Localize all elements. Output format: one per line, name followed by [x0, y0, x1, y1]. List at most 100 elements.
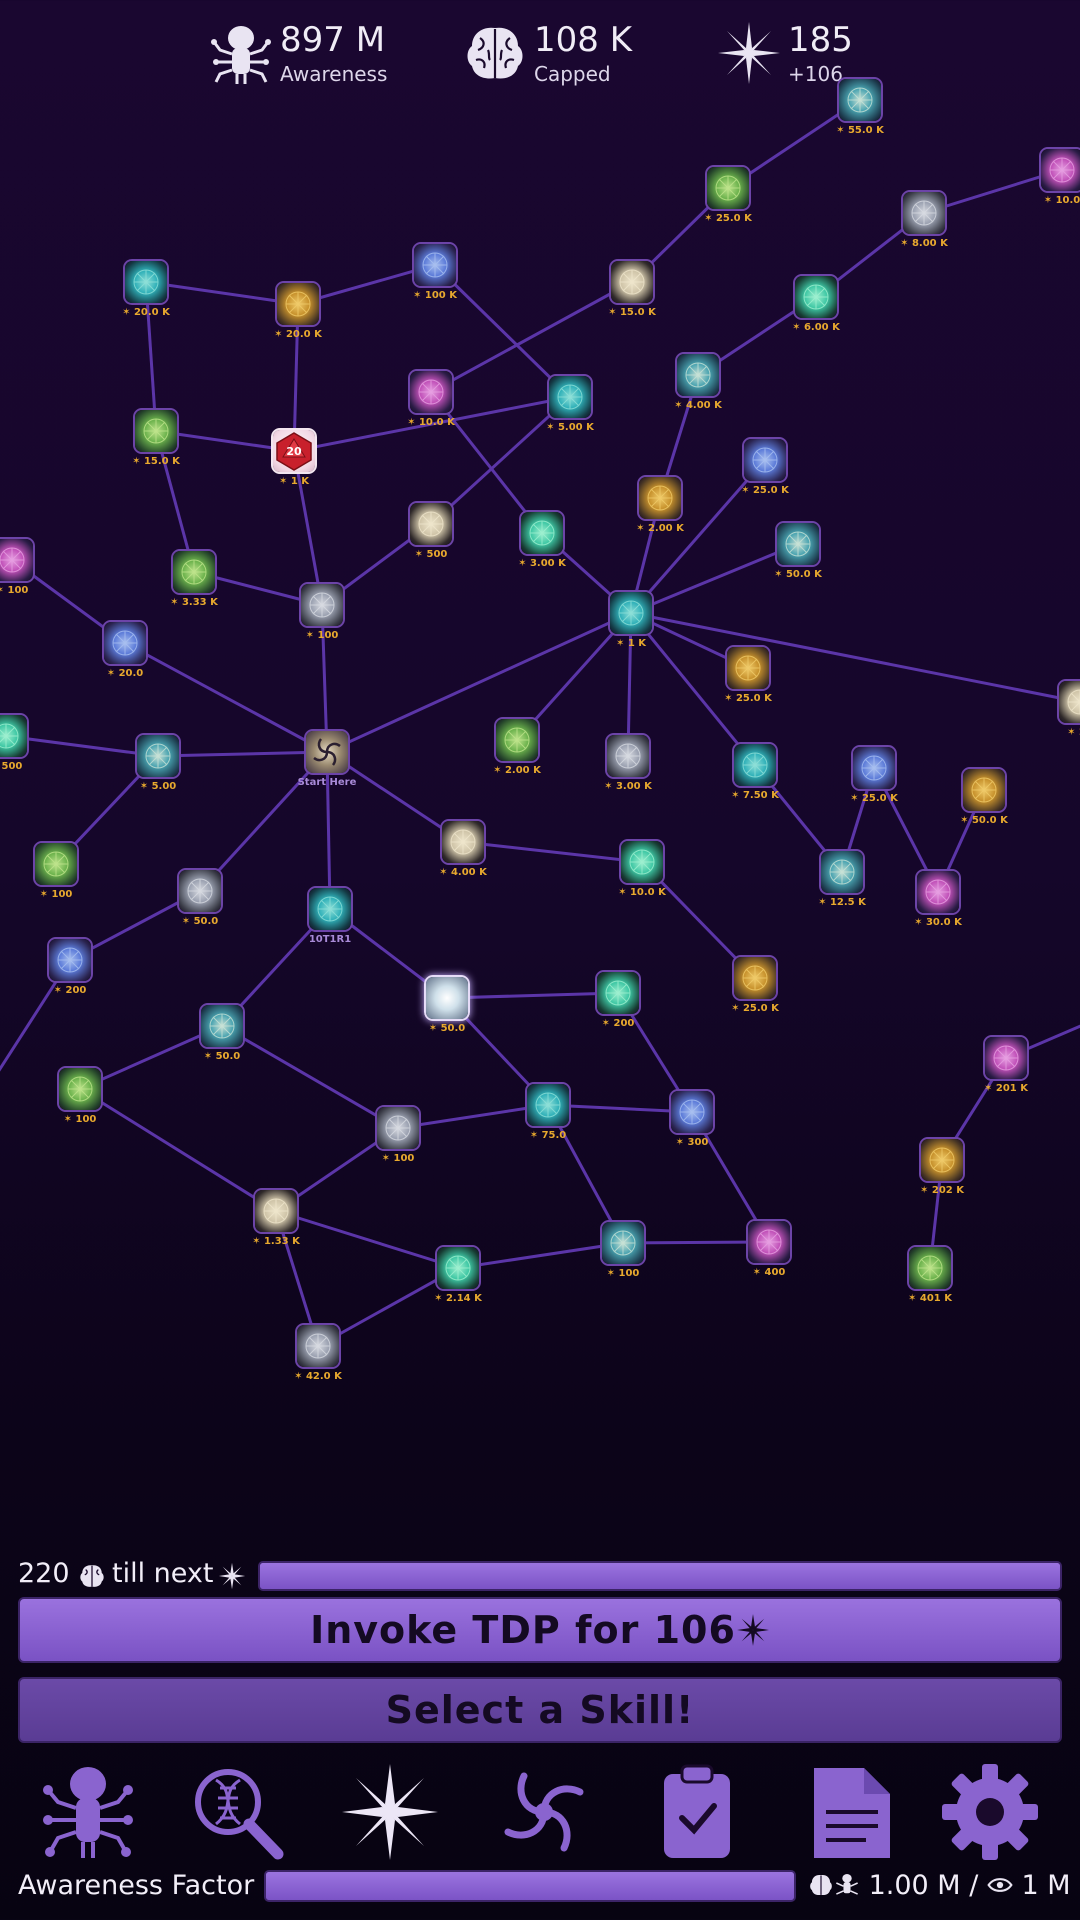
- skill-node[interactable]: [915, 869, 961, 915]
- skill-node[interactable]: [0, 537, 35, 583]
- starburst-icon: [218, 1562, 246, 1590]
- skill-node[interactable]: [793, 274, 839, 320]
- skill-node[interactable]: [412, 242, 458, 288]
- skill-node[interactable]: [619, 839, 665, 885]
- skill-node[interactable]: [746, 1219, 792, 1265]
- skill-node[interactable]: [375, 1105, 421, 1151]
- skill-node[interactable]: [199, 1003, 245, 1049]
- skill-art-icon: [385, 1115, 411, 1141]
- skill-art-icon: [145, 743, 171, 769]
- invoke-tdp-button[interactable]: Invoke TDP for 106: [18, 1597, 1062, 1663]
- skill-node[interactable]: [901, 190, 947, 236]
- skill-art-icon: [756, 1229, 782, 1255]
- skill-link: [446, 991, 619, 1000]
- skill-cost-label: ✶ 25.0 K: [741, 485, 789, 496]
- skill-cost-label: ✶ 500: [0, 761, 23, 772]
- skill-art-icon: [803, 284, 829, 310]
- skill-node[interactable]: [725, 645, 771, 691]
- skill-node[interactable]: [102, 620, 148, 666]
- skill-node[interactable]: [732, 955, 778, 1001]
- skill-node[interactable]: [669, 1089, 715, 1135]
- skill-node[interactable]: [609, 259, 655, 305]
- skill-node[interactable]: [705, 165, 751, 211]
- skill-node[interactable]: [299, 582, 345, 628]
- skill-node[interactable]: [304, 729, 350, 775]
- skill-node[interactable]: [775, 521, 821, 567]
- skill-art-icon: [742, 752, 768, 778]
- skill-art-icon: [0, 723, 19, 749]
- skill-node[interactable]: [47, 937, 93, 983]
- skill-cost-label: ✶ 3.00 K: [518, 558, 566, 569]
- skill-node[interactable]: [435, 1245, 481, 1291]
- skill-node[interactable]: [307, 886, 353, 932]
- skill-node[interactable]: [547, 374, 593, 420]
- clipboard-nav-icon[interactable]: [648, 1762, 748, 1862]
- skill-link: [457, 1241, 624, 1270]
- document-nav-icon[interactable]: [800, 1762, 900, 1862]
- skill-node[interactable]: [408, 501, 454, 547]
- skill-cost-label: ✶ 25.0 K: [724, 693, 772, 704]
- skill-node[interactable]: [275, 281, 321, 327]
- skill-node[interactable]: [171, 549, 217, 595]
- skill-art-icon: [422, 252, 448, 278]
- starburst-nav-icon[interactable]: [340, 1762, 440, 1862]
- awareness-label: Awareness: [280, 62, 388, 86]
- spiral-nav-icon[interactable]: [494, 1762, 594, 1862]
- skill-node[interactable]: [525, 1082, 571, 1128]
- skill-node[interactable]: [177, 868, 223, 914]
- skill-node[interactable]: [732, 742, 778, 788]
- skill-cost-label: ✶ 25.0 K: [731, 1003, 779, 1014]
- skill-node[interactable]: [424, 975, 470, 1021]
- skill-node[interactable]: [919, 1137, 965, 1183]
- skill-node[interactable]: [440, 819, 486, 865]
- skill-node[interactable]: [600, 1220, 646, 1266]
- skill-node[interactable]: [494, 717, 540, 763]
- skill-node[interactable]: [608, 590, 654, 636]
- select-skill-button[interactable]: Select a Skill!: [18, 1677, 1062, 1743]
- skill-node[interactable]: [519, 510, 565, 556]
- skill-node[interactable]: [1057, 679, 1080, 725]
- skill-node[interactable]: [983, 1035, 1029, 1081]
- skill-cost-label: ✶ 100 K: [413, 290, 457, 301]
- skill-node[interactable]: [637, 475, 683, 521]
- skill-node[interactable]: 20: [271, 428, 317, 474]
- skill-node[interactable]: [851, 745, 897, 791]
- skill-node[interactable]: [675, 352, 721, 398]
- skill-link: [626, 612, 633, 757]
- skill-node[interactable]: [742, 437, 788, 483]
- skill-cost-label: ✶ 400: [752, 1267, 786, 1278]
- skill-node[interactable]: [907, 1245, 953, 1291]
- skill-node[interactable]: [57, 1066, 103, 1112]
- skill-cost-label: 10T1R1: [308, 934, 352, 945]
- skill-art-icon: [615, 743, 641, 769]
- skill-node[interactable]: [819, 849, 865, 895]
- skill-cost-label: ✶ 6.00 K: [792, 322, 840, 333]
- skill-node[interactable]: [595, 970, 641, 1016]
- skill-art-icon: [309, 592, 335, 618]
- skill-link: [292, 450, 324, 606]
- skill-node[interactable]: [1039, 147, 1080, 193]
- skill-node[interactable]: [135, 733, 181, 779]
- skill-art-icon: [647, 485, 673, 511]
- resource-bar: 897 M Awareness 108 K Capped 185 +106: [0, 12, 1080, 92]
- skill-cost-label: ✶ 50.0: [203, 1051, 241, 1062]
- research-nav-icon[interactable]: [186, 1762, 286, 1862]
- skill-node[interactable]: [408, 369, 454, 415]
- skill-tree[interactable]: ✶ 55.0 K ✶ 10.0 ✶ 25.0 K ✶ 8.00 K ✶ 20.0 K ✶ …: [0, 0, 1080, 1440]
- skill-node[interactable]: [0, 713, 29, 759]
- skill-node[interactable]: [133, 408, 179, 454]
- skill-art-icon: [619, 269, 645, 295]
- skill-node[interactable]: [33, 841, 79, 887]
- skill-node[interactable]: [605, 733, 651, 779]
- skill-cost-label: ✶ 10.0 K: [618, 887, 666, 898]
- skill-node[interactable]: [123, 259, 169, 305]
- skill-node[interactable]: [253, 1188, 299, 1234]
- skill-node[interactable]: [961, 767, 1007, 813]
- awareness-nav-icon[interactable]: [38, 1762, 138, 1862]
- skill-link: [622, 1240, 770, 1245]
- settings-gear-icon[interactable]: [940, 1762, 1040, 1862]
- skill-art-icon: [629, 849, 655, 875]
- skill-node[interactable]: [837, 77, 883, 123]
- skill-node[interactable]: [295, 1323, 341, 1369]
- skill-cost-label: ✶ 1.33 K: [252, 1236, 300, 1247]
